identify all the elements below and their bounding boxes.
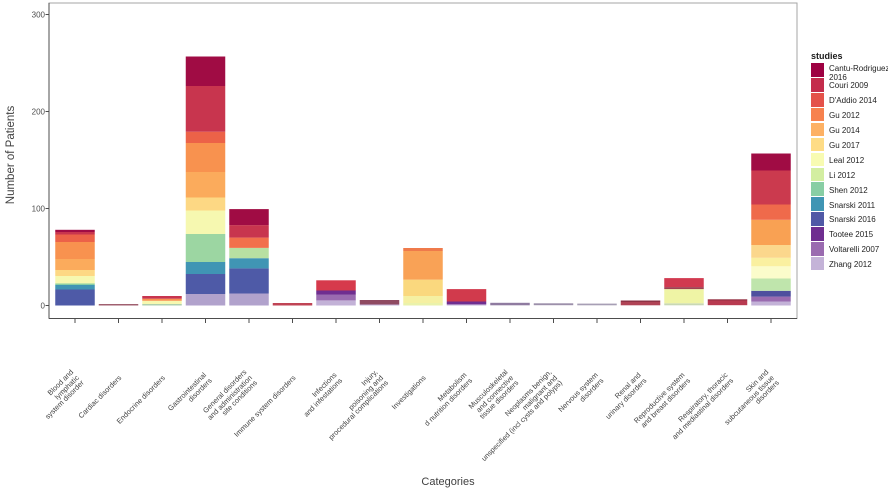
- svg-text:300: 300: [32, 10, 46, 19]
- svg-text:0: 0: [41, 301, 46, 310]
- svg-text:100: 100: [32, 204, 46, 213]
- svg-text:200: 200: [32, 107, 46, 116]
